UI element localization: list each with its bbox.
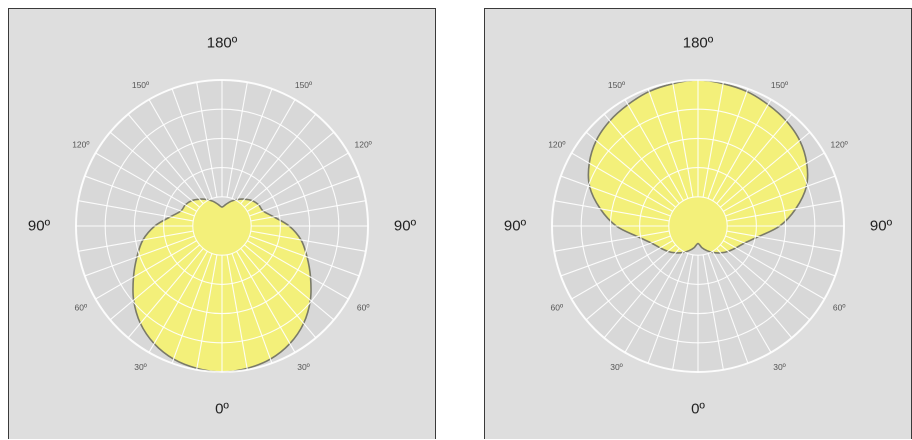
polar-chart-right: 180º 90º 90º 0º 150º 150º 120º 120º 60º 60º 30º 30º bbox=[484, 8, 912, 439]
grid-spoke bbox=[127, 248, 204, 339]
grid-spoke bbox=[571, 152, 673, 212]
angle-label-minor: 120º bbox=[72, 140, 89, 150]
grid-spoke bbox=[236, 251, 296, 353]
angle-label-minor: 120º bbox=[355, 140, 372, 150]
grid-spoke bbox=[226, 82, 248, 198]
grid-spoke bbox=[171, 88, 213, 199]
angle-label-major: 90º bbox=[870, 218, 893, 235]
angle-label-minor: 60º bbox=[357, 303, 370, 313]
grid-spoke bbox=[723, 240, 825, 300]
angle-label-minor: 30º bbox=[773, 362, 786, 372]
grid-spoke bbox=[95, 240, 197, 300]
angle-label-minor: 120º bbox=[548, 140, 565, 150]
angle-label-major: 180º bbox=[683, 35, 714, 52]
angle-label-minor: 150º bbox=[771, 80, 788, 90]
grid-spoke bbox=[247, 240, 349, 300]
grid-spoke bbox=[585, 244, 676, 321]
angle-label-major: 90º bbox=[394, 218, 417, 235]
grid-spoke bbox=[726, 230, 842, 252]
grid-spoke bbox=[726, 200, 842, 222]
polar-plot-right: 180º 90º 90º 0º 150º 150º 120º 120º 60º 60º 30º 30º bbox=[504, 35, 893, 418]
grid-spoke bbox=[624, 251, 684, 353]
grid-spoke bbox=[148, 99, 208, 201]
grid-spoke bbox=[231, 88, 273, 199]
grid-spoke bbox=[240, 113, 317, 204]
grid-spoke bbox=[84, 175, 195, 217]
grid-spoke bbox=[707, 88, 749, 199]
grid-spoke bbox=[78, 200, 194, 222]
angle-label-minor: 150º bbox=[295, 80, 312, 90]
grid-spoke bbox=[725, 235, 836, 277]
angle-label-major: 180º bbox=[207, 35, 238, 52]
grid-spoke bbox=[603, 248, 680, 339]
grid-spoke bbox=[95, 152, 197, 212]
grid-spoke bbox=[231, 253, 273, 364]
grid-spoke bbox=[647, 253, 689, 364]
grid-spoke bbox=[624, 99, 684, 201]
grid-spoke bbox=[723, 152, 825, 212]
angle-label-minor: 120º bbox=[831, 140, 848, 150]
grid-spoke bbox=[560, 235, 671, 277]
polar-chart-left: 180º 90º 90º 0º 150º 150º 120º 120º 60º 60º 30º 30º bbox=[8, 8, 436, 439]
grid-spoke bbox=[716, 113, 793, 204]
grid-spoke bbox=[244, 131, 335, 208]
angle-label-minor: 30º bbox=[297, 362, 310, 372]
grid-spoke bbox=[560, 175, 671, 217]
grid-spoke bbox=[127, 113, 204, 204]
grid-spoke bbox=[109, 131, 200, 208]
grid-spoke bbox=[244, 244, 335, 321]
grid-spoke bbox=[554, 230, 670, 252]
grid-spoke bbox=[702, 82, 724, 198]
grid-spoke bbox=[712, 251, 772, 353]
grid-spoke bbox=[554, 200, 670, 222]
angle-label-minor: 150º bbox=[132, 80, 149, 90]
grid-spoke bbox=[148, 251, 208, 353]
grid-spoke bbox=[707, 253, 749, 364]
angle-label-minor: 150º bbox=[608, 80, 625, 90]
polar-plot-left: 180º 90º 90º 0º 150º 150º 120º 120º 60º 60º 30º 30º bbox=[28, 35, 417, 418]
grid-spoke bbox=[109, 244, 200, 321]
grid-spoke bbox=[720, 131, 811, 208]
grid-spoke bbox=[571, 240, 673, 300]
grid-spoke bbox=[250, 230, 366, 252]
grid-spoke bbox=[249, 235, 360, 277]
grid-spoke bbox=[196, 254, 218, 370]
angle-label-major: 0º bbox=[215, 401, 229, 418]
grid-spoke bbox=[171, 253, 213, 364]
grid-spoke bbox=[226, 254, 248, 370]
grid-spoke bbox=[78, 230, 194, 252]
angle-label-major: 0º bbox=[691, 401, 705, 418]
grid-spoke bbox=[672, 82, 694, 198]
grid-spoke bbox=[647, 88, 689, 199]
angle-label-minor: 60º bbox=[551, 303, 564, 313]
grid-spoke bbox=[240, 248, 317, 339]
grid-spoke bbox=[196, 82, 218, 198]
angle-label-minor: 60º bbox=[833, 303, 846, 313]
grid-spoke bbox=[84, 235, 195, 277]
grid-spoke bbox=[249, 175, 360, 217]
grid-spoke bbox=[250, 200, 366, 222]
angle-label-minor: 30º bbox=[610, 362, 623, 372]
grid-spoke bbox=[712, 99, 772, 201]
grid-spoke bbox=[585, 131, 676, 208]
grid-spoke bbox=[716, 248, 793, 339]
grid-spoke bbox=[720, 244, 811, 321]
grid-spoke bbox=[702, 254, 724, 370]
angle-label-major: 90º bbox=[504, 218, 527, 235]
grid-spoke bbox=[672, 254, 694, 370]
grid-spoke bbox=[236, 99, 296, 201]
grid-spoke bbox=[247, 152, 349, 212]
grid-spoke bbox=[725, 175, 836, 217]
angle-label-minor: 30º bbox=[134, 362, 147, 372]
angle-label-major: 90º bbox=[28, 218, 51, 235]
angle-label-minor: 60º bbox=[75, 303, 88, 313]
grid-spoke bbox=[603, 113, 680, 204]
